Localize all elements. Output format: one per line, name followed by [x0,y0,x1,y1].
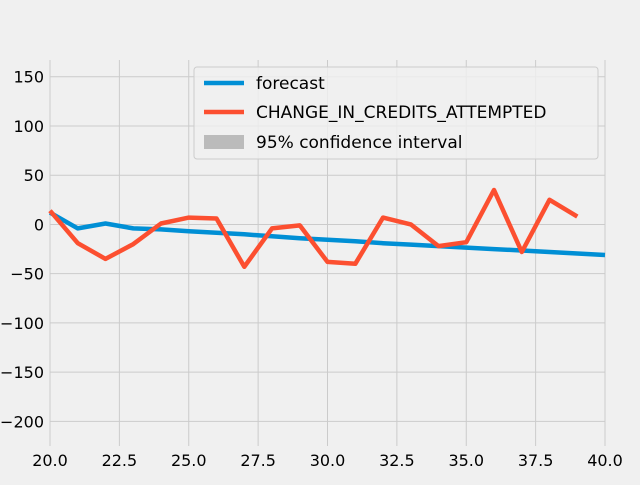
legend-label-forecast: forecast [256,74,325,94]
x-tick-label: 20.0 [32,451,68,470]
y-tick-label: −150 [0,363,44,382]
y-tick-label: 150 [13,68,44,87]
legend-box [193,66,599,160]
x-tick-label: 37.5 [518,451,554,470]
y-tick-label: −200 [0,412,44,431]
series-lines [48,187,606,270]
legend-label-change-in-credits-attempted: CHANGE_IN_CREDITS_ATTEMPTED [256,103,547,123]
legend-label-confidence-interval: 95% confidence interval [256,133,462,153]
x-tick-label: 30.0 [310,451,346,470]
y-tick-label: 0 [34,215,44,234]
y-tick-label: −50 [10,265,44,284]
y-tick-label: −100 [0,314,44,333]
series-line-forecast [48,210,606,258]
x-tick-label: 32.5 [379,451,415,470]
x-tick-label: 22.5 [102,451,138,470]
x-tick-label: 40.0 [587,451,623,470]
x-tick-label: 25.0 [171,451,207,470]
x-tick-label: 27.5 [240,451,276,470]
series-line-change-in-credits-attempted [48,187,579,270]
x-tick-label: 35.0 [448,451,484,470]
legend: forecast CHANGE_IN_CREDITS_ATTEMPTED 95%… [193,66,599,160]
y-tick-label: 100 [13,117,44,136]
tick-labels: 20.0 22.5 25.0 27.5 30.0 32.5 35.0 37.5 40.0 −200… [0,68,623,470]
legend-swatch-confidence-interval [204,135,244,149]
y-tick-label: 50 [24,166,44,185]
